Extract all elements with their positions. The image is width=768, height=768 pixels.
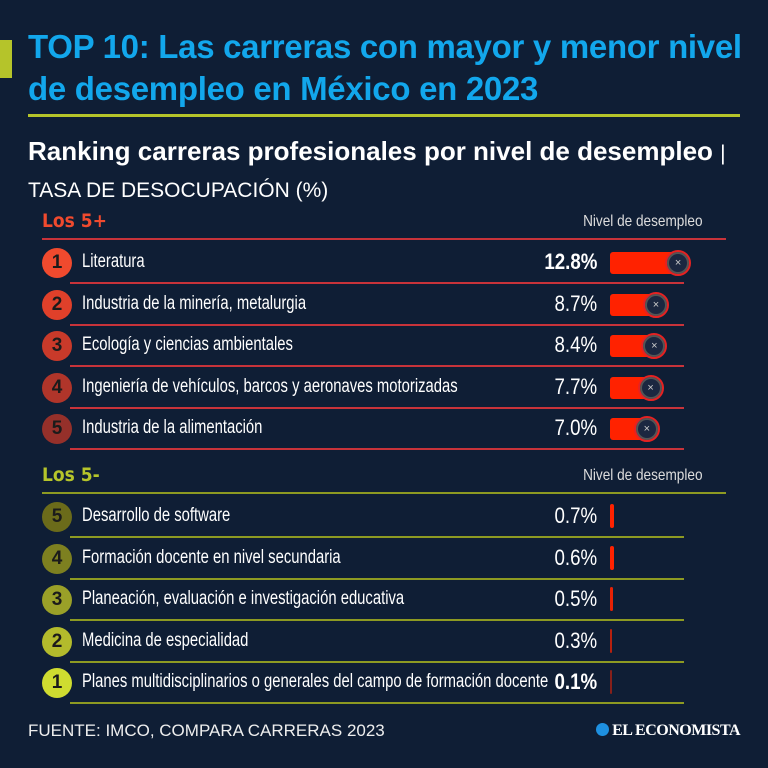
row-divider — [70, 660, 684, 663]
section-rule — [42, 238, 726, 240]
rank-badge: 2 — [42, 626, 72, 657]
value-label: 0.1% — [554, 669, 597, 694]
subtitle: Ranking carreras profesionales por nivel… — [28, 134, 748, 208]
table-row: 4 Formación docente en nivel secundaria 0.… — [42, 538, 732, 578]
category-label: Industria de la minería, metalurgia — [82, 292, 307, 314]
source-note: FUENTE: IMCO, COMPARA CARRERAS 2023 — [28, 721, 385, 740]
row-divider — [70, 577, 684, 580]
bar — [610, 587, 613, 611]
table-row: 5 Industria de la alimentación 7.0% × — [42, 408, 732, 448]
table-row: 3 Ecología y ciencias ambientales 8.4% × — [42, 325, 732, 365]
bar — [610, 504, 615, 528]
rank-badge: 1 — [42, 248, 72, 278]
bar-end-x-icon: × — [633, 416, 660, 442]
rank-badge: 4 — [42, 543, 72, 574]
value-label: 0.6% — [554, 544, 597, 570]
brand-logo: EL ECONOMISTA — [596, 722, 740, 740]
logo-globe-icon — [596, 723, 610, 736]
category-label: Ecología y ciencias ambientales — [82, 334, 293, 355]
bar-end-x-icon: × — [641, 333, 668, 359]
section-rule — [42, 492, 726, 494]
value-label: 8.4% — [554, 332, 597, 357]
value-label: 0.7% — [554, 503, 597, 528]
row-divider — [70, 406, 684, 409]
bar — [610, 252, 680, 274]
category-label: Medicina de especialidad — [82, 629, 249, 651]
bar-end-x-icon: × — [642, 291, 669, 318]
section-label: Los 5+ — [42, 210, 107, 232]
column-header: Nivel de desempleo — [583, 213, 703, 230]
table-row: 2 Industria de la minería, metalurgia 8.7%… — [42, 284, 732, 324]
table-row: 5 Desarrollo de software 0.7% — [42, 496, 732, 536]
subtitle-separator: | — [720, 142, 726, 165]
bar — [610, 670, 612, 694]
rank-badge: 4 — [42, 372, 72, 403]
rank-badge: 3 — [42, 331, 72, 361]
row-divider — [70, 536, 684, 538]
bar-end-x-icon: × — [665, 250, 692, 276]
category-label: Desarrollo de software — [82, 505, 231, 526]
value-label: 7.7% — [554, 373, 597, 399]
page-title: TOP 10: Las carreras con mayor y menor n… — [28, 28, 742, 107]
column-header: Nivel de desempleo — [583, 467, 703, 484]
table-row: 1 Literatura 12.8% × — [42, 242, 732, 282]
bar-end-x-icon: × — [637, 374, 664, 401]
value-label: 0.5% — [554, 586, 597, 611]
category-label: Literatura — [82, 251, 145, 272]
table-row: 2 Medicina de especialidad 0.3% — [42, 621, 732, 661]
row-divider — [70, 702, 684, 704]
row-divider — [70, 619, 684, 621]
bar — [610, 545, 614, 570]
title-accent — [0, 40, 12, 78]
table-row: 4 Ingeniería de vehículos, barcos y aeron… — [42, 367, 732, 407]
row-divider — [70, 323, 684, 326]
logo-text: EL ECONOMISTA — [612, 722, 740, 739]
section-label: Los 5- — [42, 464, 100, 486]
table-row: 1 Planes multidisciplinarios o generales … — [42, 662, 732, 702]
category-label: Formación docente en nivel secundaria — [82, 546, 341, 568]
rank-badge: 1 — [42, 668, 72, 698]
subtitle-thin: TASA DE DESOCUPACIÓN (%) — [28, 179, 329, 202]
row-divider — [70, 365, 684, 367]
row-divider — [70, 282, 684, 284]
category-label: Planes multidisciplinarios o generales d… — [82, 671, 549, 692]
value-label: 7.0% — [554, 415, 597, 440]
rank-badge: 5 — [42, 502, 72, 532]
rank-badge: 5 — [42, 414, 72, 444]
title-divider — [28, 114, 740, 117]
value-label: 0.3% — [554, 627, 597, 653]
rank-badge: 3 — [42, 585, 72, 615]
row-divider — [70, 448, 684, 450]
rank-badge: 2 — [42, 289, 72, 320]
subtitle-bold: Ranking carreras profesionales por nivel… — [28, 136, 713, 166]
category-label: Planeación, evaluación e investigación e… — [82, 588, 405, 609]
category-label: Industria de la alimentación — [82, 417, 263, 438]
category-label: Ingeniería de vehículos, barcos y aerona… — [82, 375, 458, 397]
value-label: 8.7% — [554, 290, 597, 316]
bar — [610, 628, 612, 653]
value-label: 12.8% — [543, 249, 597, 274]
table-row: 3 Planeación, evaluación e investigación … — [42, 579, 732, 619]
